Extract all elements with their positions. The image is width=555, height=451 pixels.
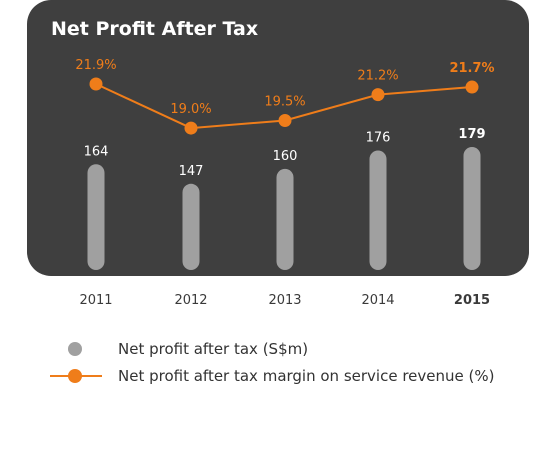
x-tick-label-2012: 2012 [174, 293, 207, 308]
bar-2011 [87, 164, 105, 270]
legend-label-margin: Net profit after tax margin on service r… [118, 367, 495, 385]
margin-point-2013 [278, 113, 292, 127]
bar-value-label-2012: 147 [179, 164, 204, 179]
x-tick-label-2013: 2013 [268, 293, 301, 308]
chart-title: Net Profit After Tax [51, 18, 259, 40]
margin-value-label-2011: 21.9% [75, 58, 116, 73]
x-tick-label-2015: 2015 [454, 293, 490, 308]
bar-value-label-2014: 176 [366, 130, 391, 145]
margin-value-label-2014: 21.2% [357, 69, 398, 84]
labels-layer: 164 147 160 176 179 21.9% 19.0% 19.5% 21.2% 21.7%… [75, 58, 494, 308]
bar-2013 [276, 168, 294, 270]
margin-point-2015 [465, 80, 479, 94]
bar-value-label-2015: 179 [458, 127, 485, 142]
bars-layer [87, 147, 481, 270]
bar-2014 [369, 150, 387, 270]
bar-value-label-2011: 164 [84, 144, 109, 159]
margin-line-layer [89, 77, 479, 135]
bar-2015 [463, 147, 481, 270]
legend-label-net-profit: Net profit after tax (S$m) [118, 340, 309, 358]
margin-value-label-2013: 19.5% [264, 94, 305, 109]
legend-line-dot-marker [68, 369, 82, 383]
margin-point-2014 [371, 88, 385, 102]
margin-value-label-2015: 21.7% [449, 61, 494, 76]
bar-value-label-2013: 160 [273, 149, 298, 164]
x-tick-label-2011: 2011 [79, 293, 112, 308]
bar-2012 [182, 183, 200, 270]
margin-value-label-2012: 19.0% [170, 102, 211, 117]
margin-point-2012 [184, 121, 198, 135]
legend-bar-marker [68, 342, 82, 356]
x-tick-label-2014: 2014 [361, 293, 394, 308]
margin-point-2011 [89, 77, 103, 91]
